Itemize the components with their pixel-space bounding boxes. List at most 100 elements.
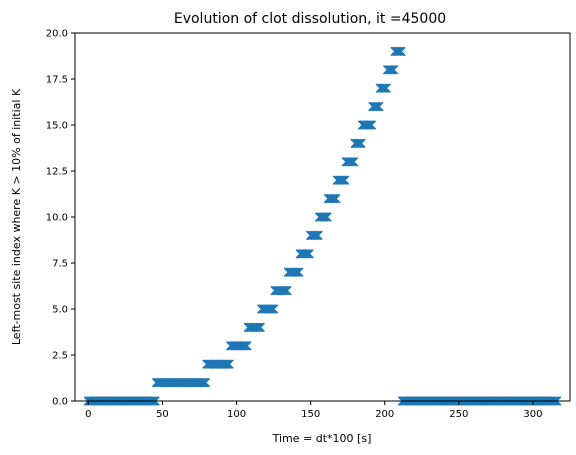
data-point xyxy=(388,65,399,75)
data-point xyxy=(308,230,319,241)
data-point xyxy=(197,377,208,388)
x-tick-label: 0 xyxy=(85,409,91,420)
data-point xyxy=(304,249,314,259)
data-point xyxy=(340,175,350,185)
data-point xyxy=(371,101,381,112)
data-point xyxy=(310,230,320,241)
x-tick-label: 100 xyxy=(227,409,246,420)
data-point xyxy=(328,193,338,204)
data-point xyxy=(264,304,274,314)
data-point xyxy=(200,377,211,388)
y-tick-label: 10.0 xyxy=(46,213,68,224)
data-point xyxy=(385,65,396,75)
data-points xyxy=(83,46,562,406)
data-point xyxy=(366,120,377,130)
chart-title: Evolution of clot dissolution, it =45000 xyxy=(174,11,446,27)
data-point xyxy=(381,83,391,93)
data-point xyxy=(267,304,277,314)
data-point xyxy=(317,212,328,222)
y-axis-label: Left-most site index where K > 10% of in… xyxy=(10,88,23,345)
data-point xyxy=(322,212,332,222)
data-point xyxy=(251,322,261,333)
data-point xyxy=(320,212,331,222)
data-point xyxy=(351,138,362,149)
data-point xyxy=(240,341,251,351)
data-point xyxy=(319,212,329,222)
y-tick-label: 0.0 xyxy=(52,397,68,408)
y-tick-label: 17.5 xyxy=(46,75,68,86)
x-tick-label: 200 xyxy=(375,409,394,420)
y-axis-ticks: 0.0 2.5 5.0 7.5 10.0 12.5 15.0 17.5 20.0 xyxy=(46,29,75,408)
data-point xyxy=(199,377,209,388)
data-point xyxy=(345,157,356,167)
data-point xyxy=(369,101,380,112)
data-point xyxy=(393,46,403,57)
data-point xyxy=(337,175,347,185)
data-point xyxy=(384,65,394,75)
data-point xyxy=(222,359,233,369)
data-point xyxy=(391,46,402,57)
data-point xyxy=(353,138,363,149)
data-point xyxy=(313,230,323,241)
data-point xyxy=(196,377,206,388)
data-point xyxy=(387,65,397,75)
data-point xyxy=(380,83,390,93)
y-tick-label: 2.5 xyxy=(52,351,68,362)
data-point xyxy=(311,230,322,241)
data-point xyxy=(265,304,276,314)
data-point xyxy=(372,101,383,112)
data-point xyxy=(237,341,248,351)
data-point xyxy=(362,120,372,130)
x-tick-label: 300 xyxy=(523,409,542,420)
y-tick-label: 20.0 xyxy=(46,29,68,40)
plot-area-frame xyxy=(74,32,571,402)
data-point xyxy=(335,175,346,185)
data-point xyxy=(301,249,311,259)
x-tick-label: 250 xyxy=(449,409,468,420)
data-point xyxy=(292,267,303,277)
y-tick-label: 5.0 xyxy=(52,305,68,316)
data-point xyxy=(347,157,357,167)
data-point xyxy=(377,83,387,93)
y-tick-label: 15.0 xyxy=(46,121,68,132)
data-point xyxy=(299,249,310,259)
data-point xyxy=(252,322,263,333)
data-point xyxy=(302,249,313,259)
data-point xyxy=(280,285,291,296)
data-point xyxy=(329,193,340,204)
data-point xyxy=(219,359,230,369)
data-point xyxy=(331,193,341,204)
data-point xyxy=(294,267,304,277)
data-point xyxy=(254,322,264,333)
data-point xyxy=(239,341,249,351)
data-point xyxy=(242,341,252,351)
data-point xyxy=(221,359,231,369)
data-point xyxy=(289,267,300,277)
x-tick-label: 150 xyxy=(301,409,320,420)
data-point xyxy=(378,83,388,93)
data-point xyxy=(326,193,337,204)
data-point xyxy=(291,267,301,277)
data-point xyxy=(363,120,374,130)
y-tick-label: 7.5 xyxy=(52,259,68,270)
x-tick-label: 50 xyxy=(156,409,169,420)
data-point xyxy=(396,46,406,57)
y-tick-label: 12.5 xyxy=(46,167,68,178)
data-point xyxy=(255,322,265,333)
data-point xyxy=(348,157,359,167)
x-axis-label: Time = dt*100 [s] xyxy=(272,432,372,445)
data-point xyxy=(365,120,375,130)
data-point xyxy=(277,285,288,296)
data-point xyxy=(282,285,292,296)
data-point xyxy=(374,101,384,112)
x-axis-ticks: 0 50 100 150 200 250 300 xyxy=(85,401,542,420)
data-point xyxy=(224,359,234,369)
data-point xyxy=(268,304,279,314)
data-point xyxy=(279,285,289,296)
data-point xyxy=(344,157,354,167)
data-point xyxy=(394,46,405,57)
data-point xyxy=(338,175,348,185)
data-point xyxy=(356,138,366,149)
